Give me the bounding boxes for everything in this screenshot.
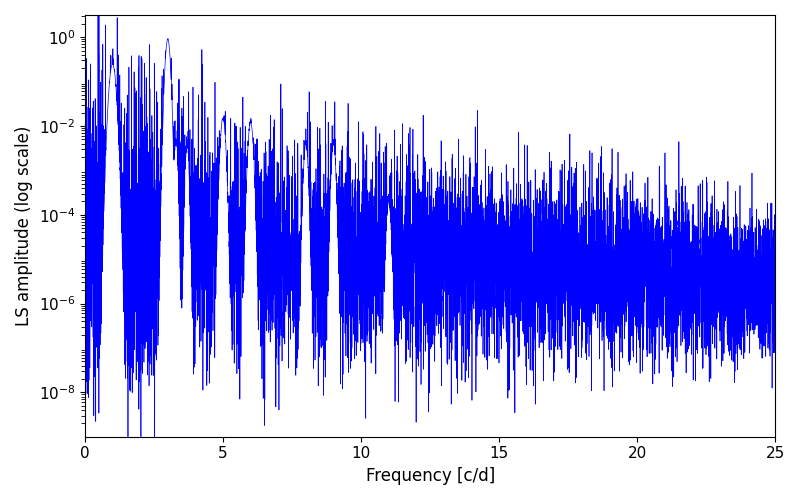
X-axis label: Frequency [c/d]: Frequency [c/d] <box>366 467 494 485</box>
Y-axis label: LS amplitude (log scale): LS amplitude (log scale) <box>15 126 33 326</box>
